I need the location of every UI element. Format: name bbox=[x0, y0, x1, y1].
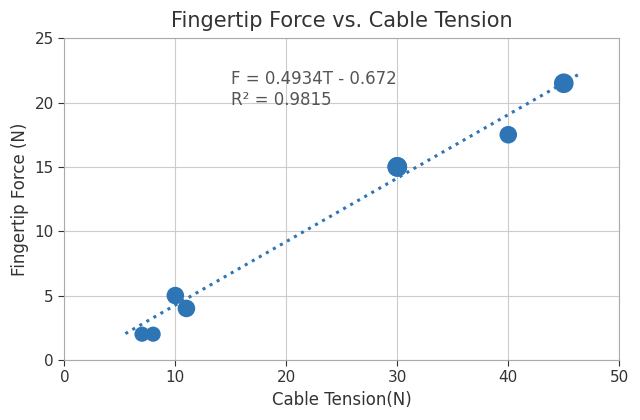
Title: Fingertip Force vs. Cable Tension: Fingertip Force vs. Cable Tension bbox=[171, 11, 513, 31]
Point bbox=[392, 163, 403, 170]
Y-axis label: Fingertip Force (N): Fingertip Force (N) bbox=[11, 122, 29, 276]
Point bbox=[137, 331, 147, 338]
Text: F = 0.4934T - 0.672
R² = 0.9815: F = 0.4934T - 0.672 R² = 0.9815 bbox=[231, 71, 397, 109]
X-axis label: Cable Tension(N): Cable Tension(N) bbox=[272, 391, 412, 409]
Point bbox=[392, 163, 403, 170]
Point bbox=[181, 305, 191, 312]
Point bbox=[148, 331, 158, 338]
Point bbox=[170, 292, 180, 299]
Point bbox=[559, 80, 569, 87]
Point bbox=[503, 131, 513, 138]
